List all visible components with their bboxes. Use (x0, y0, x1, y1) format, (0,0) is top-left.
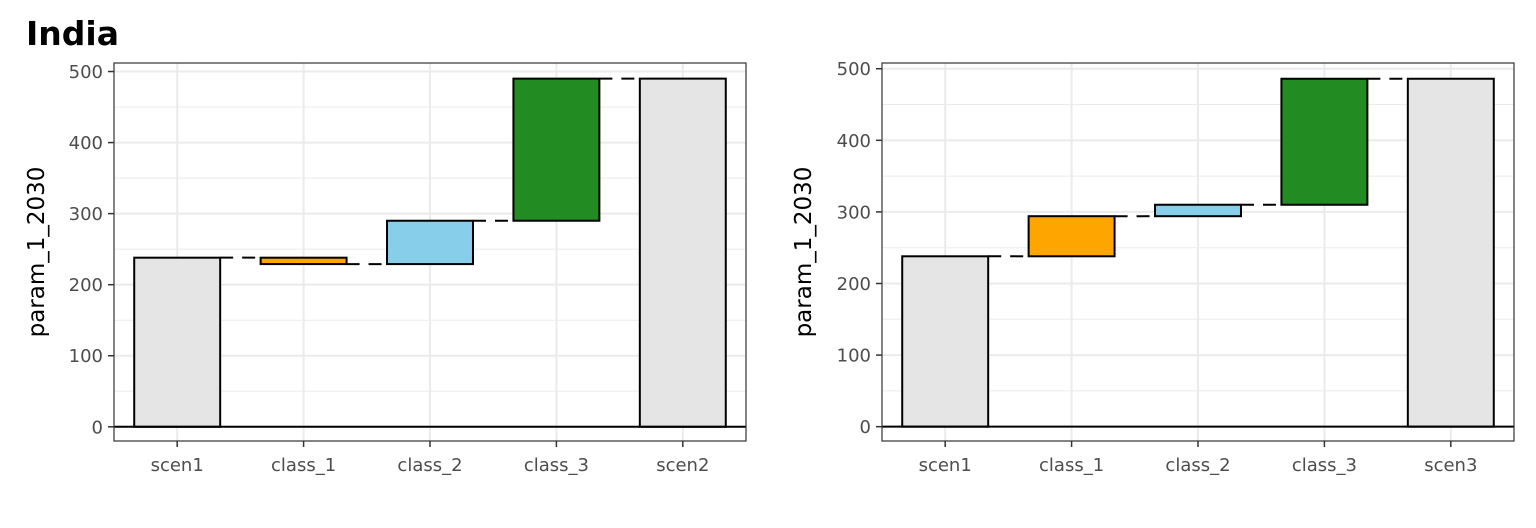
x-tick-label: class_2 (1165, 455, 1230, 476)
chart-title: India (26, 14, 119, 53)
y-tick-label: 500 (837, 59, 871, 80)
y-axis-title: param_1_2030 (24, 167, 50, 338)
x-tick-label: scen3 (1424, 455, 1477, 476)
chart-panel-1: 0 100 200 300 400 500 scen1 class_1 class_2 class… (24, 62, 747, 476)
y-tick-label: 400 (69, 133, 103, 154)
y-tick-label: 200 (837, 274, 871, 295)
x-tick-label: scen1 (919, 455, 972, 476)
bar-class_3 (512, 77, 601, 222)
y-tick-label: 100 (837, 346, 871, 367)
y-tick-label: 0 (92, 417, 103, 438)
bar-scen1 (901, 255, 990, 428)
x-tick-label: scen2 (656, 455, 709, 476)
bar-scen1 (133, 256, 222, 428)
bar-class_1 (1027, 215, 1116, 258)
x-tick-label: class_3 (524, 455, 589, 476)
bar-class_2 (1154, 203, 1242, 218)
bar-class_2 (386, 219, 474, 266)
bar-class_1 (259, 256, 348, 266)
y-tick-label: 400 (837, 131, 871, 152)
x-tick-label: class_2 (397, 455, 462, 476)
y-tick-label: 500 (69, 62, 103, 83)
x-tick-label: class_1 (271, 455, 336, 476)
chart-panel-2: 0 100 200 300 400 500 scen1 class_1 class_2 class… (791, 59, 1515, 476)
y-tick-label: 200 (69, 275, 103, 296)
y-tick-label: 300 (69, 204, 103, 225)
bar-scen2 (638, 77, 727, 428)
x-tick-label: class_1 (1039, 455, 1104, 476)
x-tick-label: scen1 (151, 455, 204, 476)
y-tick-label: 0 (860, 417, 871, 438)
y-axis-title: param_1_2030 (791, 167, 817, 338)
y-tick-label: 100 (69, 346, 103, 367)
y-tick-label: 300 (837, 202, 871, 223)
x-tick-label: class_3 (1292, 455, 1357, 476)
bar-class_3 (1280, 77, 1369, 206)
bar-scen3 (1406, 77, 1495, 428)
